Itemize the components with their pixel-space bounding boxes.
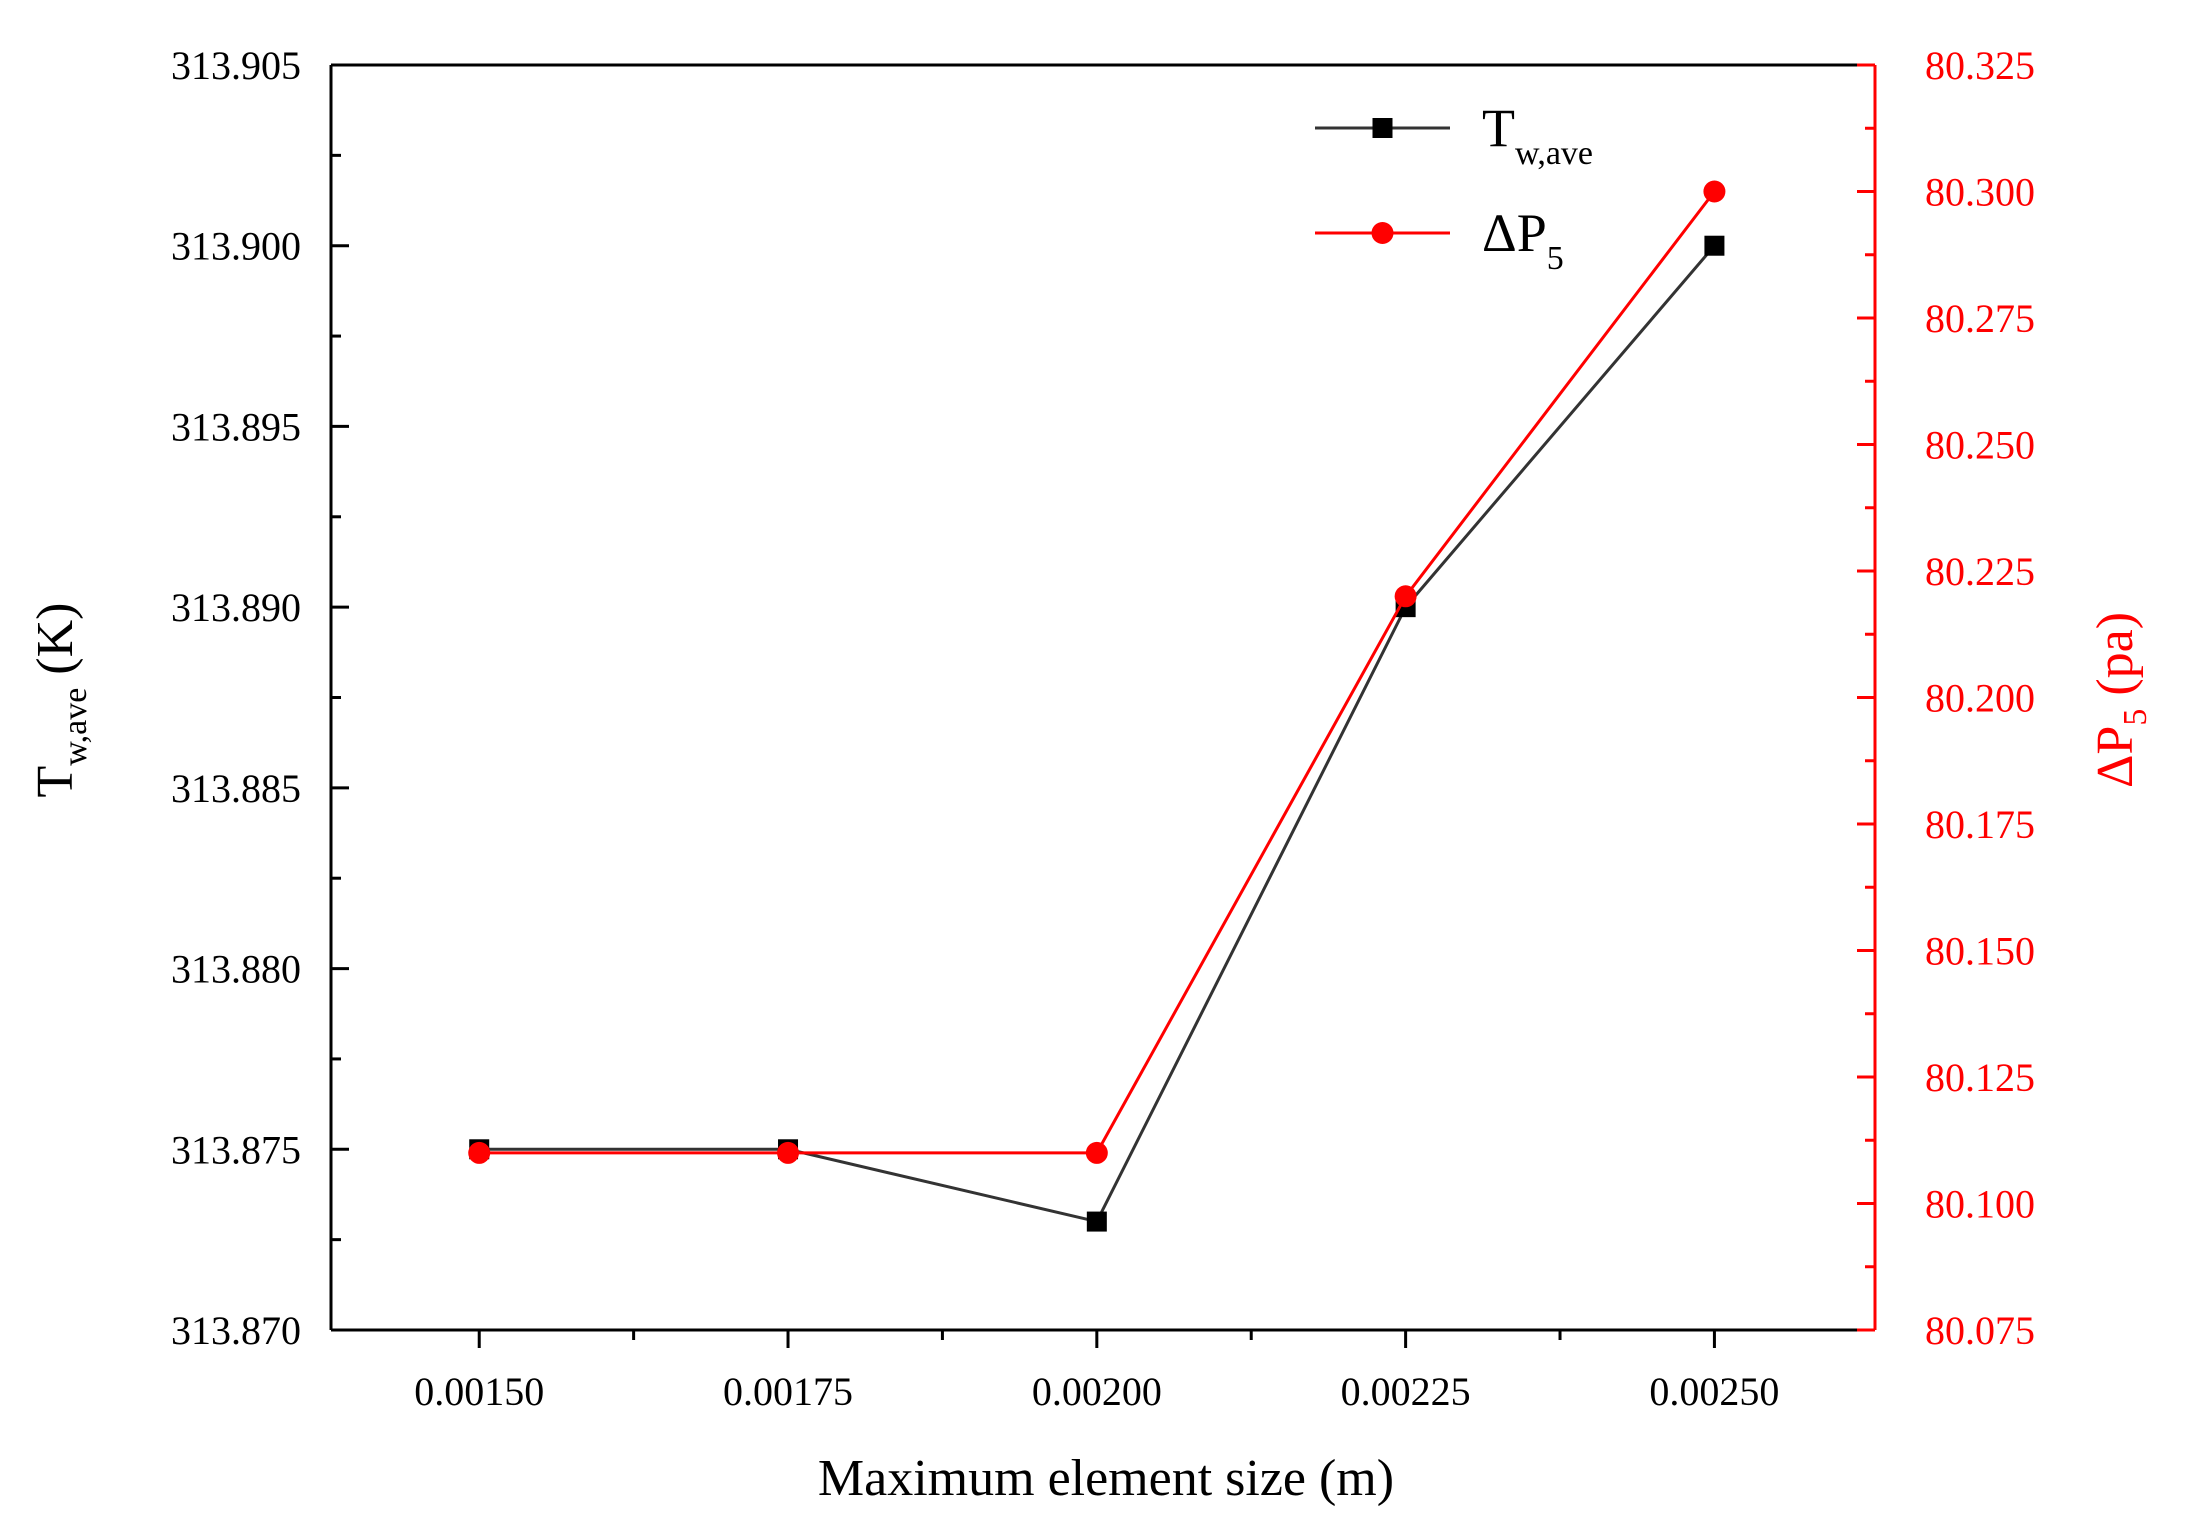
- data-point-dp5: [1085, 1141, 1108, 1164]
- y-left-axis-title: Tw,ave (K): [27, 603, 94, 798]
- y-left-tick-label: 313.885: [171, 766, 301, 811]
- data-point-dp5: [1703, 180, 1726, 203]
- y-left-tick-label: 313.870: [171, 1308, 301, 1353]
- y-left-title-unit: (K): [27, 603, 84, 688]
- y-right-title-sub: 5: [2117, 709, 2154, 726]
- y-right-tick-label: 80.075: [1925, 1308, 2035, 1353]
- y-right-tick-label: 80.150: [1925, 929, 2035, 974]
- legend-marker-dp5: [1371, 222, 1394, 244]
- x-tick-label: 0.00225: [1341, 1369, 1471, 1414]
- y-left-tick-label: 313.895: [171, 404, 301, 449]
- y-right-axis-title: ΔP5 (pa): [2087, 612, 2154, 788]
- x-tick-label: 0.00175: [723, 1369, 853, 1414]
- y-right-tick-label: 80.250: [1925, 423, 2035, 468]
- y-axis-right: 80.075 80.100 80.125 80.150 80.175 80.200 80.2…: [1857, 43, 2035, 1353]
- legend-label-sub: 5: [1547, 240, 1564, 277]
- y-right-tick-label: 80.225: [1925, 549, 2035, 594]
- y-right-tick-label: 80.100: [1925, 1182, 2035, 1227]
- x-axis: 0.00150 0.00175 0.00200 0.00225 0.00250: [414, 1330, 1779, 1414]
- y-right-tick-label: 80.325: [1925, 43, 2035, 88]
- legend-label-main: T: [1482, 98, 1515, 158]
- x-tick-label: 0.00250: [1649, 1369, 1779, 1414]
- legend-label-tw-ave: Tw,ave: [1482, 98, 1593, 172]
- legend: Tw,ave ΔP5: [1315, 98, 1593, 277]
- y-right-tick-label: 80.275: [1925, 296, 2035, 341]
- y-left-tick-label: 313.880: [171, 947, 301, 992]
- data-point-dp5: [777, 1141, 800, 1164]
- y-axis-left: 313.870 313.875 313.880 313.885 313.890 313.8…: [171, 43, 349, 1353]
- data-point-dp5: [1394, 585, 1417, 608]
- data-point-tw-ave: [1086, 1211, 1107, 1232]
- series-line-tw-ave: [479, 244, 1716, 1224]
- y-left-title-sub: w,ave: [57, 688, 94, 766]
- data-point-dp5: [468, 1141, 491, 1164]
- y-left-tick-label: 313.900: [171, 224, 301, 269]
- y-right-tick-label: 80.200: [1925, 676, 2035, 721]
- y-right-tick-label: 80.300: [1925, 170, 2035, 215]
- x-tick-label: 0.00150: [414, 1369, 544, 1414]
- x-axis-title: Maximum element size (m): [818, 1450, 1394, 1507]
- legend-label-main: ΔP: [1482, 203, 1547, 263]
- y-right-tick-label: 80.125: [1925, 1055, 2035, 1100]
- y-left-tick-label: 313.890: [171, 585, 301, 630]
- x-tick-label: 0.00200: [1032, 1369, 1162, 1414]
- series-layer: [468, 180, 1726, 1232]
- y-right-title-main: ΔP: [2087, 726, 2144, 788]
- y-left-title-main: T: [27, 766, 84, 798]
- y-left-tick-label: 313.875: [171, 1127, 301, 1172]
- series-line-dp5: [479, 190, 1716, 1155]
- legend-label-sub: w,ave: [1515, 135, 1593, 172]
- y-right-tick-label: 80.175: [1925, 802, 2035, 847]
- legend-marker-tw-ave: [1372, 118, 1393, 138]
- legend-label-dp5: ΔP5: [1482, 203, 1564, 277]
- y-right-title-unit: (pa): [2087, 612, 2144, 709]
- data-point-tw-ave: [1704, 235, 1725, 256]
- y-left-tick-label: 313.905: [171, 43, 301, 88]
